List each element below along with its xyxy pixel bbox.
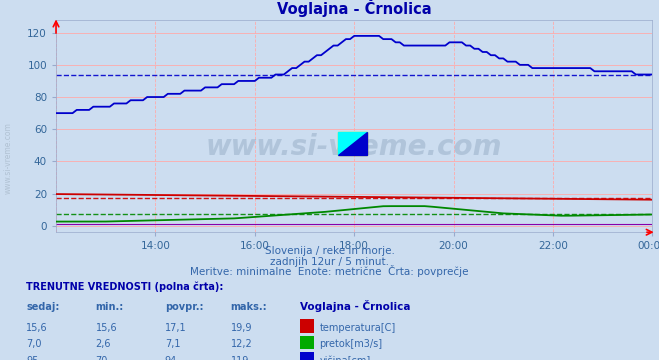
Text: 17,1: 17,1 [165,323,186,333]
Text: sedaj:: sedaj: [26,302,60,312]
Text: min.:: min.: [96,302,124,312]
Text: 95: 95 [26,356,39,360]
Text: 119: 119 [231,356,249,360]
Text: 7,1: 7,1 [165,339,181,350]
Text: Slovenija / reke in morje.: Slovenija / reke in morje. [264,246,395,256]
Text: Meritve: minimalne  Enote: metrične  Črta: povprečje: Meritve: minimalne Enote: metrične Črta:… [190,265,469,278]
Text: zadnjih 12ur / 5 minut.: zadnjih 12ur / 5 minut. [270,257,389,267]
Text: temperatura[C]: temperatura[C] [320,323,396,333]
Title: Voglajna - Črnolica: Voglajna - Črnolica [277,0,432,17]
Text: Voglajna - Črnolica: Voglajna - Črnolica [300,300,411,312]
Text: 19,9: 19,9 [231,323,252,333]
Text: povpr.:: povpr.: [165,302,203,312]
Text: pretok[m3/s]: pretok[m3/s] [320,339,383,350]
Bar [337,132,366,155]
Text: www.si-vreme.com: www.si-vreme.com [3,122,13,194]
Text: 12,2: 12,2 [231,339,252,350]
Text: 70: 70 [96,356,108,360]
Text: www.si-vreme.com: www.si-vreme.com [206,133,502,161]
Text: 15,6: 15,6 [96,323,117,333]
Text: TRENUTNE VREDNOSTI (polna črta):: TRENUTNE VREDNOSTI (polna črta): [26,281,224,292]
Text: 2,6: 2,6 [96,339,111,350]
Text: 7,0: 7,0 [26,339,42,350]
Text: maks.:: maks.: [231,302,268,312]
Text: 15,6: 15,6 [26,323,48,333]
Text: 94: 94 [165,356,177,360]
Text: višina[cm]: višina[cm] [320,355,371,360]
Polygon shape [337,132,366,155]
Polygon shape [337,132,366,155]
